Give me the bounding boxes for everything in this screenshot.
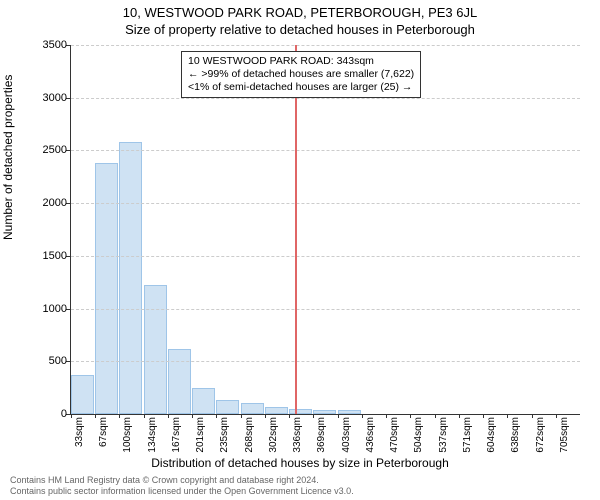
x-tick-label: 470sqm	[389, 417, 400, 453]
annotation-line2: ← >99% of detached houses are smaller (7…	[188, 68, 414, 81]
x-axis-label: Distribution of detached houses by size …	[0, 456, 600, 470]
x-tick-label: 604sqm	[486, 417, 497, 453]
bar	[289, 409, 312, 414]
x-tick-label: 33sqm	[74, 417, 85, 447]
x-tick-label: 235sqm	[219, 417, 230, 453]
bar	[168, 349, 191, 414]
reference-line	[295, 45, 297, 414]
bar	[144, 285, 167, 414]
bar	[265, 407, 288, 414]
bar	[241, 403, 264, 414]
annotation-box: 10 WESTWOOD PARK ROAD: 343sqm ← >99% of …	[181, 51, 421, 98]
y-tick-label: 1000	[43, 303, 67, 315]
y-tick-label: 3500	[43, 39, 67, 51]
x-tick-label: 504sqm	[413, 417, 424, 453]
bar	[192, 388, 215, 414]
x-tick-label: 571sqm	[462, 417, 473, 453]
plot-area: 0500100015002000250030003500 33sqm67sqm1…	[70, 45, 580, 415]
x-tick-label: 67sqm	[98, 417, 109, 447]
bar	[216, 400, 239, 414]
footer-line1: Contains HM Land Registry data © Crown c…	[10, 475, 600, 486]
y-axis-label: Number of detached properties	[1, 75, 15, 240]
x-tick-label: 336sqm	[292, 417, 303, 453]
x-tick-label: 369sqm	[316, 417, 327, 453]
bar	[119, 142, 142, 414]
y-tick-label: 500	[49, 355, 67, 367]
x-tick-label: 537sqm	[438, 417, 449, 453]
x-tick-label: 201sqm	[195, 417, 206, 453]
x-tick-label: 672sqm	[535, 417, 546, 453]
x-tick-label: 638sqm	[510, 417, 521, 453]
y-tick-label: 2500	[43, 144, 67, 156]
x-tick-label: 705sqm	[559, 417, 570, 453]
y-tick-label: 3000	[43, 92, 67, 104]
x-tick-label: 436sqm	[365, 417, 376, 453]
bar	[313, 410, 336, 414]
bar	[338, 410, 361, 414]
page-title-address: 10, WESTWOOD PARK ROAD, PETERBOROUGH, PE…	[0, 5, 600, 20]
chart-container: 10, WESTWOOD PARK ROAD, PETERBOROUGH, PE…	[0, 0, 600, 500]
annotation-line1: 10 WESTWOOD PARK ROAD: 343sqm	[188, 55, 414, 68]
x-tick-label: 302sqm	[268, 417, 279, 453]
y-tick-label: 2000	[43, 197, 67, 209]
y-tick-label: 1500	[43, 250, 67, 262]
x-tick-label: 100sqm	[122, 417, 133, 453]
footer-attribution: Contains HM Land Registry data © Crown c…	[0, 475, 600, 497]
footer-line2: Contains public sector information licen…	[10, 486, 600, 497]
bar	[71, 375, 94, 414]
x-tick-label: 134sqm	[147, 417, 158, 453]
page-subtitle: Size of property relative to detached ho…	[0, 22, 600, 37]
bars-group	[71, 45, 580, 414]
x-tick-label: 403sqm	[341, 417, 352, 453]
y-tick-label: 0	[61, 408, 67, 420]
x-tick-label: 167sqm	[171, 417, 182, 453]
annotation-line3: <1% of semi-detached houses are larger (…	[188, 81, 414, 94]
bar	[95, 163, 118, 414]
x-tick-label: 268sqm	[244, 417, 255, 453]
